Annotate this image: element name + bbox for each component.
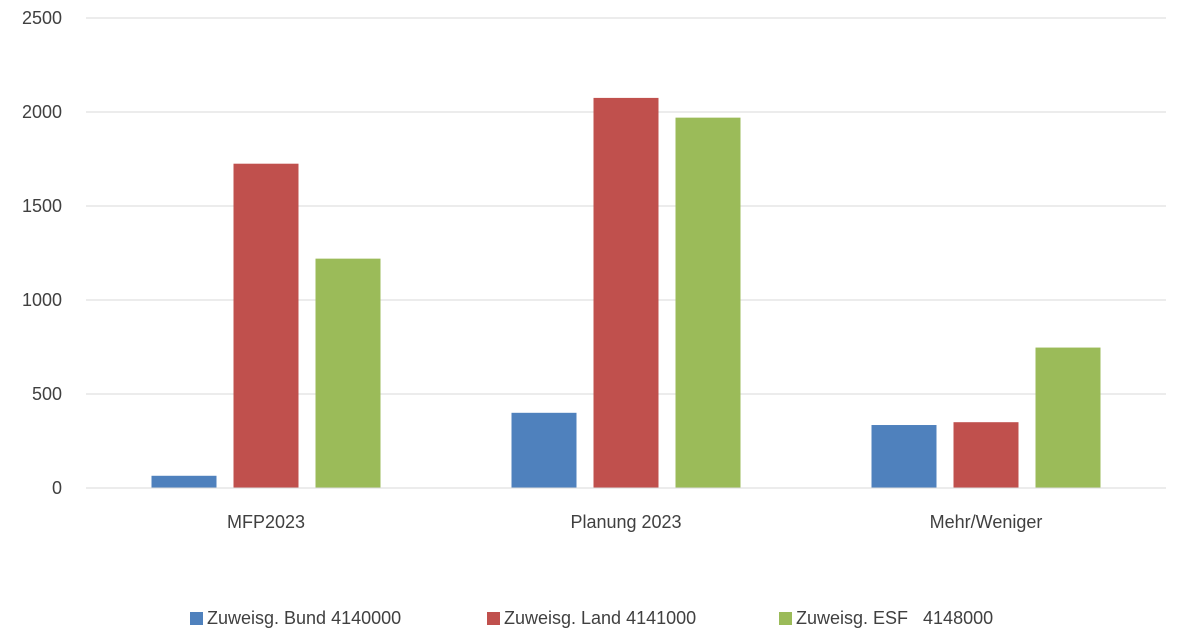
legend-swatch [190,612,203,625]
x-category-label: Planung 2023 [570,512,681,532]
legend-swatch [779,612,792,625]
y-tick-label: 500 [32,384,62,404]
bar-2-2 [593,97,659,489]
legend: Zuweisg. Bund 4140000 Zuweisg. Land 41410… [190,608,993,628]
bar-3-3 [1035,347,1101,488]
legend-label: Zuweisg. ESF 4148000 [796,608,993,628]
y-tick-label: 1500 [22,196,62,216]
bar-3-1 [315,258,381,488]
y-tick-label: 2500 [22,8,62,28]
x-category-label: Mehr/Weniger [930,512,1043,532]
legend-label: Zuweisg. Bund 4140000 [207,608,401,628]
bar-1-2 [511,412,577,488]
bar-2-3 [953,422,1019,488]
y-axis-tick-labels: 0 500 1000 1500 2000 2500 [22,8,62,498]
bars [151,97,1101,489]
bar-2-1 [233,163,299,488]
bar-3-2 [675,117,741,488]
y-tick-label: 2000 [22,102,62,122]
y-tick-label: 1000 [22,290,62,310]
legend-label: Zuweisg. Land 4141000 [504,608,696,628]
legend-swatch [487,612,500,625]
bar-1-3 [871,425,937,488]
y-tick-label: 0 [52,478,62,498]
x-category-label: MFP2023 [227,512,305,532]
bar-1-1 [151,475,217,488]
x-axis-category-labels: MFP2023 Planung 2023 Mehr/Weniger [227,512,1042,532]
